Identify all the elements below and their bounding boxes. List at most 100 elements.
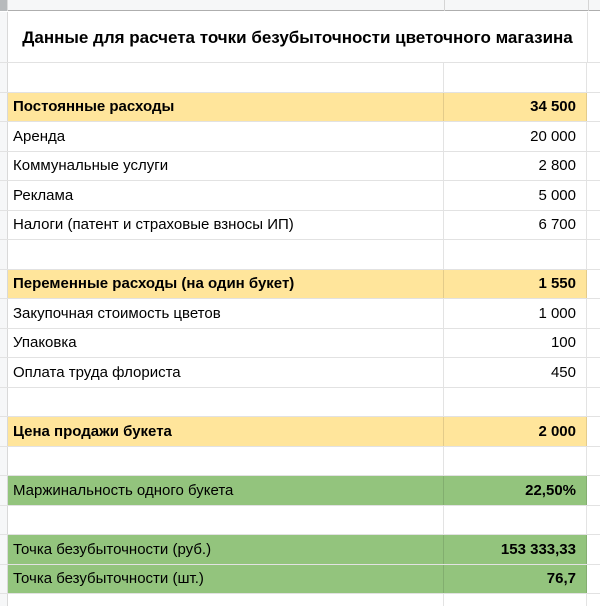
table-row xyxy=(0,505,600,535)
table-row: Аренда 20 000 xyxy=(0,122,600,152)
select-all-corner[interactable] xyxy=(0,0,7,11)
empty-adjacent-cell[interactable] xyxy=(587,92,600,121)
row-header-gutter xyxy=(0,387,8,416)
cell-value[interactable]: 6 700 xyxy=(444,210,587,239)
cell-label[interactable]: Маржинальность одного букета xyxy=(8,476,444,505)
cell-value[interactable]: 100 xyxy=(444,328,587,357)
cell-value[interactable]: 1 550 xyxy=(444,269,587,298)
table-row: Реклама 5 000 xyxy=(0,181,600,211)
empty-adjacent-cell[interactable] xyxy=(587,240,600,269)
row-header-gutter xyxy=(0,122,8,151)
cell-label[interactable]: Точка безубыточности (руб.) xyxy=(8,535,444,564)
cell-value[interactable]: 2 000 xyxy=(444,417,587,446)
table-row: Точка безубыточности (руб.) 153 333,33 xyxy=(0,535,600,565)
table-row: Налоги (патент и страховые взносы ИП) 6 … xyxy=(0,210,600,240)
partial-bottom-row xyxy=(0,594,600,606)
row-header-gutter xyxy=(0,269,8,298)
row-header-gutter xyxy=(0,417,8,446)
cell-label[interactable] xyxy=(8,505,444,534)
row-header-gutter xyxy=(0,564,8,593)
cell-value[interactable]: 1 000 xyxy=(444,299,587,328)
row-header-gutter xyxy=(0,535,8,564)
row-header-gutter xyxy=(0,299,8,328)
empty-adjacent-cell[interactable] xyxy=(588,12,600,62)
empty-adjacent-cell[interactable] xyxy=(587,63,600,92)
row-header-gutter xyxy=(0,505,8,534)
table-row: Точка безубыточности (шт.) 76,7 xyxy=(0,564,600,594)
cell-label[interactable] xyxy=(8,387,444,416)
column-header-strip xyxy=(0,0,600,11)
cell-value[interactable] xyxy=(444,505,587,534)
empty-adjacent-cell[interactable] xyxy=(587,446,600,475)
cell-value[interactable] xyxy=(444,387,587,416)
table-row: Коммунальные услуги 2 800 xyxy=(0,151,600,181)
empty-adjacent-cell[interactable] xyxy=(587,151,600,180)
row-header-gutter xyxy=(0,210,8,239)
table-row: Цена продажи букета 2 000 xyxy=(0,417,600,447)
empty-adjacent-cell[interactable] xyxy=(587,535,600,564)
cell-value[interactable] xyxy=(444,63,587,92)
cell-label[interactable]: Точка безубыточности (шт.) xyxy=(8,564,444,593)
row-header-gutter xyxy=(0,358,8,387)
row-header-gutter xyxy=(0,181,8,210)
empty-adjacent-cell[interactable] xyxy=(587,269,600,298)
cell-label[interactable]: Реклама xyxy=(8,181,444,210)
cell-label[interactable] xyxy=(8,594,444,606)
cell-value[interactable] xyxy=(444,446,587,475)
empty-adjacent-cell[interactable] xyxy=(587,387,600,416)
empty-adjacent-cell[interactable] xyxy=(587,594,600,606)
table-row xyxy=(0,387,600,417)
cell-value[interactable]: 76,7 xyxy=(444,564,587,593)
cell-label[interactable]: Цена продажи букета xyxy=(8,417,444,446)
cell-value[interactable]: 20 000 xyxy=(444,122,587,151)
cell-label[interactable] xyxy=(8,240,444,269)
cell-value[interactable]: 2 800 xyxy=(444,151,587,180)
empty-adjacent-cell[interactable] xyxy=(587,181,600,210)
row-header-gutter xyxy=(0,240,8,269)
cell-label[interactable] xyxy=(8,446,444,475)
empty-adjacent-cell[interactable] xyxy=(587,122,600,151)
cell-label[interactable]: Налоги (патент и страховые взносы ИП) xyxy=(8,210,444,239)
row-header-gutter xyxy=(0,446,8,475)
cell-label[interactable]: Постоянные расходы xyxy=(8,92,444,121)
empty-adjacent-cell[interactable] xyxy=(587,210,600,239)
table-row xyxy=(0,240,600,270)
table-row xyxy=(0,446,600,476)
row-header-gutter xyxy=(0,151,8,180)
cell-label[interactable]: Переменные расходы (на один букет) xyxy=(8,269,444,298)
cell-value[interactable]: 450 xyxy=(444,358,587,387)
column-divider-a-b xyxy=(444,0,445,11)
cell-label[interactable]: Закупочная стоимость цветов xyxy=(8,299,444,328)
table-row: Закупочная стоимость цветов 1 000 xyxy=(0,299,600,329)
cell-value[interactable]: 5 000 xyxy=(444,181,587,210)
row-header-gutter xyxy=(0,63,8,92)
row-header-gutter xyxy=(0,12,8,62)
table-row: Постоянные расходы 34 500 xyxy=(0,92,600,122)
empty-adjacent-cell[interactable] xyxy=(587,505,600,534)
cell-value[interactable]: 34 500 xyxy=(444,92,587,121)
table-row: Упаковка 100 xyxy=(0,328,600,358)
cell-label[interactable]: Аренда xyxy=(8,122,444,151)
cell-label[interactable]: Коммунальные услуги xyxy=(8,151,444,180)
row-header-gutter xyxy=(0,92,8,121)
table-row: Оплата труда флориста 450 xyxy=(0,358,600,388)
empty-adjacent-cell[interactable] xyxy=(587,358,600,387)
title-row: Данные для расчета точки безубыточности … xyxy=(0,12,600,63)
cell-value[interactable]: 22,50% xyxy=(444,476,587,505)
cell-label[interactable]: Упаковка xyxy=(8,328,444,357)
cell-label[interactable] xyxy=(8,63,444,92)
cell-label[interactable]: Данные для расчета точки безубыточности … xyxy=(8,12,588,62)
empty-adjacent-cell[interactable] xyxy=(587,564,600,593)
column-divider-b-c xyxy=(588,0,589,11)
row-header-gutter xyxy=(0,594,8,606)
empty-adjacent-cell[interactable] xyxy=(587,417,600,446)
empty-adjacent-cell[interactable] xyxy=(587,476,600,505)
table-row xyxy=(0,63,600,93)
cell-value[interactable]: 153 333,33 xyxy=(444,535,587,564)
empty-adjacent-cell[interactable] xyxy=(587,299,600,328)
cell-value[interactable] xyxy=(444,240,587,269)
empty-adjacent-cell[interactable] xyxy=(587,328,600,357)
cell-value[interactable] xyxy=(444,594,587,606)
cell-label[interactable]: Оплата труда флориста xyxy=(8,358,444,387)
